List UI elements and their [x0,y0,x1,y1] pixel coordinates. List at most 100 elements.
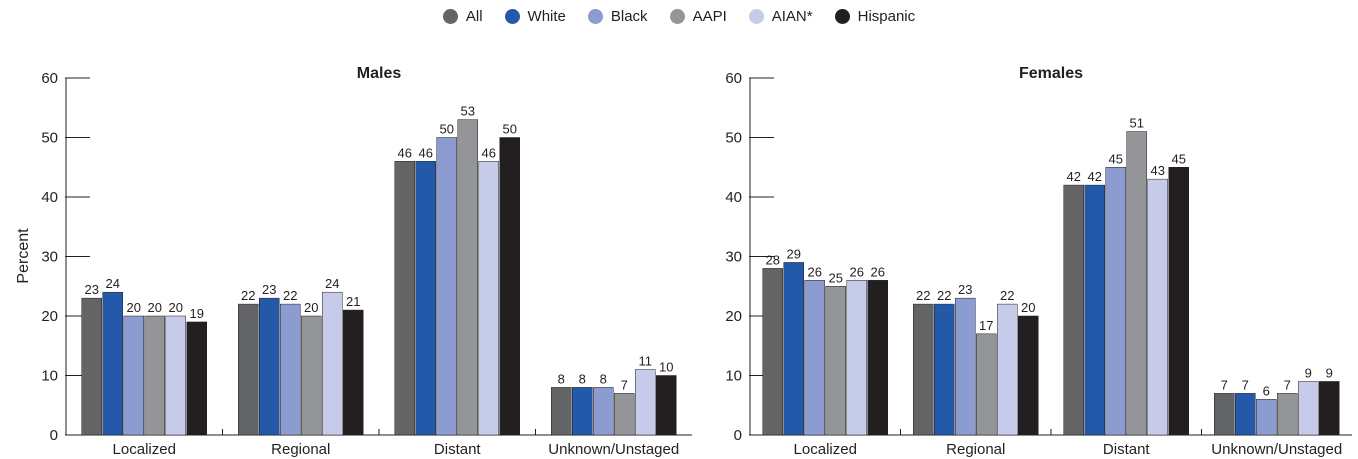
bar [415,161,436,436]
data-label: 11 [639,354,653,369]
data-label: 24 [106,276,120,291]
data-label: 42 [1067,169,1081,184]
legend-label: Black [610,8,648,25]
legend-label: All [465,8,483,25]
bar [934,303,955,436]
x-tick-label: Unknown/Unstaged [548,441,679,458]
data-label: 8 [558,371,565,386]
bar [165,315,186,436]
legend-swatch [669,9,685,24]
bar [913,303,934,436]
bar [846,280,867,436]
bar [572,387,593,436]
data-label: 20 [127,300,141,315]
legend-swatch [748,9,764,24]
bar [81,297,102,436]
data-label: 7 [1221,377,1228,392]
bar [436,137,457,436]
data-label: 24 [325,276,339,291]
bar [457,119,478,436]
data-label: 26 [871,264,885,279]
data-label: 8 [579,371,586,386]
x-tick-label: Distant [1103,441,1151,458]
data-label: 10 [659,360,673,375]
legend-label: AIAN* [771,8,813,25]
y-tick-label: 20 [725,308,742,325]
legend-label: Hispanic [857,8,916,25]
bar [614,393,635,436]
bar [123,315,144,436]
data-label: 45 [1172,151,1186,166]
y-tick-label: 20 [41,308,58,325]
x-tick-label: Localized [113,441,176,458]
data-label: 25 [829,270,843,285]
data-label: 17 [979,318,993,333]
bar [280,303,301,436]
data-label: 26 [808,264,822,279]
data-label: 9 [1305,365,1312,380]
bar [762,268,783,436]
bar [1063,184,1084,436]
bar [259,297,280,436]
data-label: 51 [1130,116,1144,131]
legend-item: AAPI [669,8,727,25]
legend-swatch [504,9,520,24]
data-label: 21 [346,294,360,309]
y-tick-label: 50 [725,130,742,147]
bar [499,137,520,436]
data-label: 22 [916,288,930,303]
data-label: 9 [1326,365,1333,380]
data-label: 22 [937,288,951,303]
bar [1214,393,1235,436]
bar [144,315,165,436]
bar [635,369,656,436]
legend-swatch [834,9,850,24]
data-label: 46 [398,145,412,160]
y-tick-label: 40 [41,189,58,206]
y-tick-label: 30 [41,249,58,266]
bar [478,161,499,436]
bar [1277,393,1298,436]
data-label: 50 [440,122,454,137]
bar [322,291,343,436]
data-label: 20 [1021,300,1035,315]
bar [102,291,123,436]
bar [186,321,207,436]
data-label: 26 [850,264,864,279]
x-tick-label: Regional [271,441,330,458]
data-label: 23 [85,282,99,297]
bar [1018,315,1039,436]
data-label: 53 [461,104,475,119]
data-label: 22 [241,288,255,303]
data-label: 6 [1263,383,1270,398]
y-tick-label: 30 [725,249,742,266]
bar [1298,381,1319,436]
legend-item: All [442,8,483,25]
legend-item: White [504,8,566,25]
bar [1168,167,1189,436]
data-label: 20 [148,300,162,315]
data-label: 7 [1284,377,1291,392]
y-axis-label: Percent [15,228,32,284]
data-label: 28 [766,252,780,267]
legend-swatch [442,9,458,24]
chart-legend: All White Black AAPI AIAN* Hispanic [0,8,1358,25]
data-label: 46 [419,145,433,160]
data-label: 20 [304,300,318,315]
y-tick-label: 60 [41,70,58,87]
data-label: 7 [621,377,628,392]
legend-item: AIAN* [748,8,813,25]
bar [783,262,804,436]
y-tick-label: 0 [50,427,58,444]
data-label: 42 [1088,169,1102,184]
data-label: 22 [283,288,297,303]
bar [394,161,415,436]
bar [301,315,322,436]
bar [593,387,614,436]
bar [238,303,259,436]
bar [343,309,364,436]
legend-item: Black [587,8,648,25]
x-tick-label: Localized [794,441,857,458]
legend-label: White [527,8,566,25]
data-label: 29 [787,246,801,261]
